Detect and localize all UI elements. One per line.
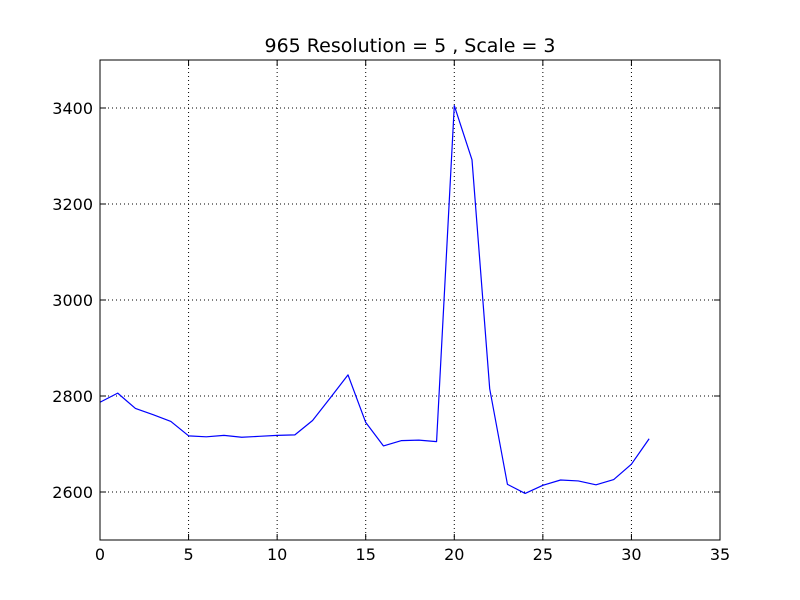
series-line <box>99 104 650 495</box>
x-tick-label: 5 <box>183 545 193 564</box>
series-layer <box>99 104 650 495</box>
x-tick-label: 25 <box>533 545 553 564</box>
x-tick-label: 30 <box>621 545 641 564</box>
ticks: 0 5 10 15 20 25 30 35 2600 2800 3000 3200 3400 <box>52 60 730 564</box>
y-tick-label: 3000 <box>52 291 93 310</box>
y-tick-label: 2600 <box>52 483 93 502</box>
x-tick-label: 15 <box>356 545 376 564</box>
grid <box>100 60 720 540</box>
x-tick-label: 35 <box>710 545 730 564</box>
y-tick-label: 3400 <box>52 99 93 118</box>
chart-title: 965 Resolution = 5 , Scale = 3 <box>265 35 556 57</box>
y-tick-label: 3200 <box>52 195 93 214</box>
x-tick-label: 0 <box>95 545 105 564</box>
x-tick-label: 10 <box>267 545 287 564</box>
x-tick-label: 20 <box>444 545 464 564</box>
y-tick-label: 2800 <box>52 387 93 406</box>
